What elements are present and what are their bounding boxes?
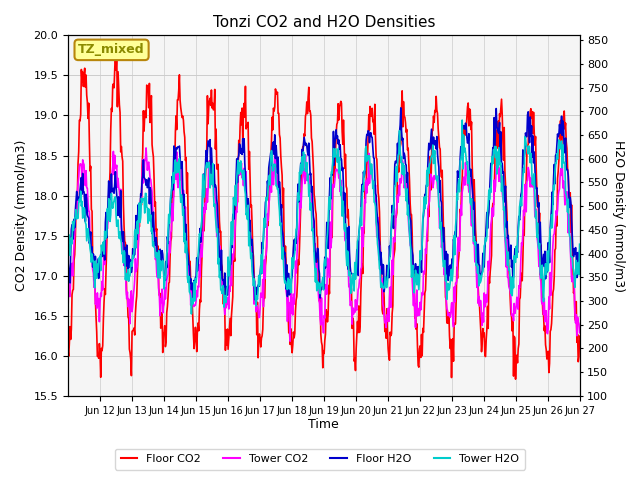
Title: Tonzi CO2 and H2O Densities: Tonzi CO2 and H2O Densities [212, 15, 435, 30]
Floor CO2 [219, 280, 227, 286]
Floor H2O [397, 105, 404, 111]
Tower H2O [458, 117, 466, 123]
Tower CO2 [264, 211, 271, 216]
Tower CO2 [378, 278, 385, 284]
Legend: Floor CO2, Tower CO2, Floor H2O, Tower H2O: Floor CO2, Tower CO2, Floor H2O, Tower H… [115, 448, 525, 469]
X-axis label: Time: Time [308, 419, 339, 432]
Tower H2O [377, 285, 385, 290]
Line: Tower H2O: Tower H2O [68, 120, 580, 314]
Tower CO2 [64, 308, 72, 313]
Tower CO2 [142, 145, 150, 151]
Tower CO2 [219, 278, 227, 284]
Tower CO2 [406, 242, 414, 248]
Floor H2O [64, 259, 72, 265]
Floor H2O [377, 250, 385, 255]
Tower CO2 [286, 338, 294, 344]
Floor CO2 [406, 178, 413, 184]
Tower H2O [264, 195, 271, 201]
Floor CO2 [64, 347, 72, 353]
Tower H2O [64, 244, 72, 250]
Floor H2O [244, 196, 252, 202]
Y-axis label: H2O Density (mmol/m3): H2O Density (mmol/m3) [612, 140, 625, 292]
Tower H2O [188, 311, 195, 317]
Tower CO2 [576, 330, 584, 336]
Line: Floor H2O: Floor H2O [68, 108, 580, 300]
Floor H2O [124, 268, 132, 274]
Floor CO2 [111, 49, 119, 55]
Tower H2O [576, 241, 584, 247]
Line: Floor CO2: Floor CO2 [68, 52, 580, 379]
Tower H2O [406, 231, 413, 237]
Tower H2O [244, 203, 252, 208]
Floor CO2 [244, 120, 252, 125]
Floor H2O [576, 248, 584, 254]
Tower CO2 [124, 304, 132, 310]
Floor H2O [406, 216, 414, 221]
Floor H2O [264, 178, 271, 184]
Line: Tower CO2: Tower CO2 [68, 148, 580, 341]
Tower H2O [124, 267, 132, 273]
Floor CO2 [512, 376, 520, 382]
Y-axis label: CO2 Density (mmol/m3): CO2 Density (mmol/m3) [15, 140, 28, 291]
Floor H2O [189, 298, 197, 303]
Floor CO2 [576, 333, 584, 339]
Floor H2O [219, 277, 227, 283]
Floor CO2 [125, 316, 132, 322]
Floor CO2 [264, 221, 271, 227]
Floor CO2 [377, 256, 385, 262]
Text: TZ_mixed: TZ_mixed [78, 43, 145, 56]
Tower CO2 [244, 204, 252, 210]
Tower H2O [219, 283, 227, 288]
